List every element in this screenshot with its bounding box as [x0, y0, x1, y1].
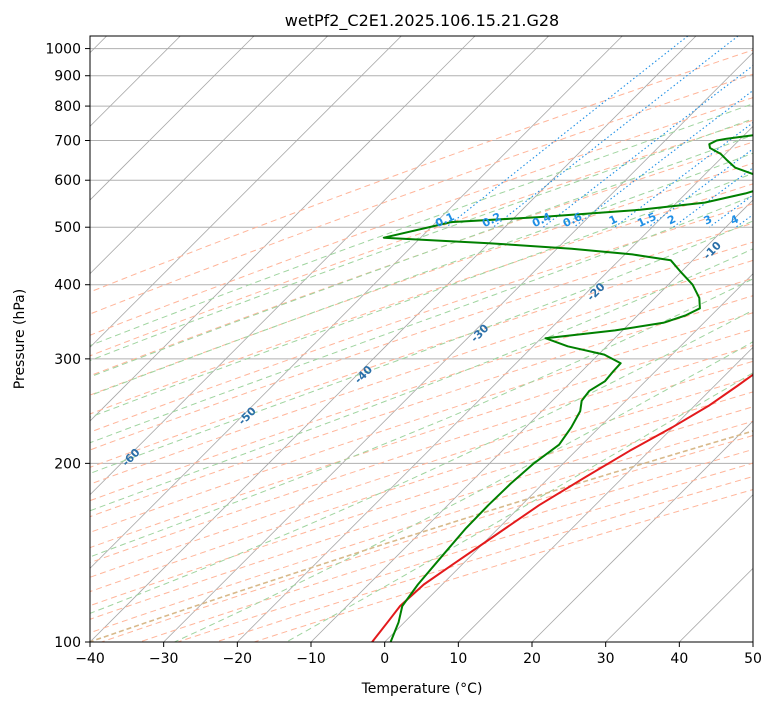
dry-adiabat-line [90, 203, 753, 433]
y-tick-label: 100 [54, 635, 81, 651]
isotherm-line [90, 36, 328, 275]
dry-adiabat-line [90, 49, 753, 293]
y-tick-label: 500 [54, 220, 81, 236]
dry-adiabat-line [90, 73, 753, 315]
x-tick-label: −10 [296, 651, 326, 667]
x-tick-label: 10 [449, 651, 467, 667]
isotherm-line [90, 36, 623, 569]
isotherm-line [605, 494, 753, 642]
moist-adiabat-line [90, 278, 753, 558]
y-axis: 100 200 300 400 500 600 700 800 900 1000 [45, 42, 90, 651]
dry-adiabat-line [90, 312, 753, 533]
dry-adiabat-line [90, 119, 753, 357]
x-tick-label: 0 [380, 651, 389, 667]
isotherm-line [90, 36, 549, 496]
series-layer [371, 134, 753, 642]
y-tick-label: 400 [54, 278, 81, 294]
moist-adiabat-line [90, 172, 753, 418]
y-tick-label: 800 [54, 99, 81, 115]
x-tick-label: 40 [670, 651, 688, 667]
y-tick-label: 700 [54, 133, 81, 149]
mixing-ratio-line [542, 64, 753, 228]
y-axis-label: Pressure (hPa) [12, 289, 28, 389]
x-tick-label: −20 [223, 651, 253, 667]
chart-title: wetPf2_C2E1.2025.106.15.21.G28 [285, 11, 559, 31]
mixing-ratio-line [492, 36, 739, 228]
isotherm-line [90, 36, 255, 201]
x-tick-label: 30 [597, 651, 615, 667]
dry-adiabat-line [90, 97, 753, 336]
temperature-profile-line [371, 373, 753, 642]
x-axis-label: Temperature (°C) [361, 681, 483, 697]
y-tick-label: 300 [54, 352, 81, 368]
moist-adiabat-line [90, 195, 753, 444]
mixing-ratio-line [672, 167, 753, 228]
y-tick-label: 600 [54, 173, 81, 189]
background-lines [90, 36, 753, 642]
moist-adiabat-line [90, 248, 753, 512]
dry-adiabat-line [90, 222, 753, 451]
dry-adiabat-line [90, 162, 753, 396]
y-tick-label: 200 [54, 456, 81, 472]
x-tick-label: −40 [75, 651, 105, 667]
isotherm-line [310, 199, 753, 642]
plot-frame [89, 35, 754, 643]
x-tick-label: −30 [149, 651, 179, 667]
moist-adiabat-line [90, 118, 753, 362]
x-tick-label: 20 [523, 651, 541, 667]
moist-adiabat-line [90, 152, 753, 397]
x-axis: −40 −30 −20 −10 0 10 20 30 40 50 [75, 642, 762, 667]
isotherm-line [163, 52, 753, 642]
dry-adiabat-line [90, 259, 753, 485]
isotherm-line [90, 36, 402, 348]
isotherm-line [458, 346, 753, 642]
dry-adiabat-line [90, 360, 753, 578]
dry-adiabat-line [90, 277, 753, 502]
dry-adiabat-line [90, 141, 753, 377]
y-tick-label: 1000 [45, 42, 81, 58]
y-tick-label: 900 [54, 69, 81, 85]
isotherm-line [90, 36, 476, 422]
dry-adiabat-line [90, 391, 753, 607]
x-tick-label: 50 [744, 651, 762, 667]
mixing-ratio-line [573, 89, 753, 228]
isotherm-line [531, 420, 753, 642]
isotherm-line [90, 36, 697, 642]
dewpoint-profile-line [382, 134, 753, 642]
dry-adiabat-line [90, 328, 753, 549]
